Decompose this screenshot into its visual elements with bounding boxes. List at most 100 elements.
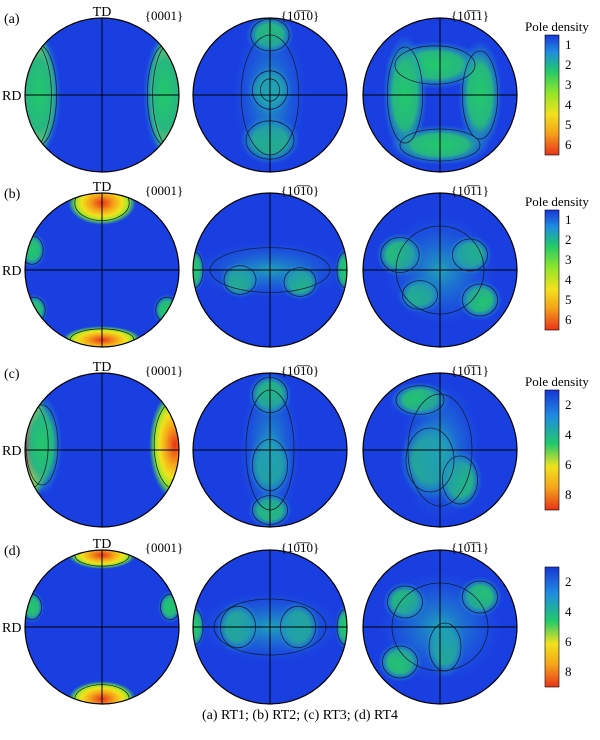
plane-label: {0001} [145, 8, 183, 23]
rd-axis-label: RD [2, 89, 21, 104]
legend-tick-label: 3 [565, 77, 572, 92]
pole-figure [362, 192, 518, 348]
pole-figure-outline [24, 549, 180, 705]
legend-tick-label: 6 [565, 312, 572, 327]
pole-figure [192, 17, 348, 173]
plane-label: {10̅1̅0} [281, 183, 319, 198]
legend-tick-label: 6 [565, 137, 572, 152]
legend-tick-label: 4 [565, 427, 572, 442]
legend: Pole density 2 4 6 8 [525, 374, 589, 511]
contour-line [386, 585, 423, 619]
pole-figure-row: (d) TD RD {0001} {10̅1̅0} {10̅1̅1} 2 4 6 8 [2, 537, 572, 705]
legend-tick-label: 5 [565, 292, 572, 307]
plane-label: {10̅1̅1} [451, 8, 489, 23]
legend-colorbar [544, 389, 560, 511]
legend-tick-label: 4 [565, 604, 572, 619]
legend: Pole density 1 2 3 4 5 6 [525, 19, 589, 156]
pole-figure [362, 17, 518, 173]
legend-tick-label: 2 [565, 57, 572, 72]
td-axis-label: TD [93, 360, 112, 375]
legend-tick-label: 6 [565, 457, 572, 472]
plane-label: {10̅1̅1} [451, 363, 489, 378]
pole-figure-row: (c) TD RD {0001} {10̅1̅0} {10̅1̅1} Pole densit… [2, 360, 589, 528]
density-region [25, 395, 62, 495]
contour-line [380, 236, 420, 273]
pole-figure [24, 17, 180, 173]
pole-figure [192, 372, 348, 528]
panel-label: (c) [4, 367, 20, 382]
pole-figure-outline [192, 192, 348, 348]
density-region [25, 232, 46, 268]
legend-tick-label: 4 [565, 97, 572, 112]
rd-axis-label: RD [2, 621, 21, 636]
pole-figure-outline [24, 372, 180, 528]
legend-title: Pole density [525, 374, 589, 389]
legend-tick-label: 6 [565, 634, 572, 649]
legend-tick-label: 8 [565, 664, 572, 679]
pole-figure-outline [24, 192, 180, 348]
contour-line [461, 283, 498, 317]
pole-figure [192, 192, 348, 348]
panel-label: (d) [4, 544, 21, 559]
legend-tick-label: 1 [565, 212, 572, 227]
pole-figure [362, 549, 518, 705]
pole-figure-outline [362, 192, 518, 348]
legend-tick-label: 4 [565, 272, 572, 287]
pole-figure-outline [362, 549, 518, 705]
contour-line [381, 645, 418, 679]
td-axis-label: TD [93, 5, 112, 20]
td-axis-label: TD [93, 537, 112, 552]
density-region [153, 294, 179, 326]
legend-tick-label: 8 [565, 487, 572, 502]
td-axis-label: TD [93, 180, 112, 195]
contour-line [159, 593, 179, 621]
pole-figure-outline [192, 17, 348, 173]
density-region [149, 390, 179, 500]
plane-label: {10̅1̅1} [451, 540, 489, 555]
legend-colorbar [544, 209, 560, 331]
plane-label: {10̅1̅1} [451, 183, 489, 198]
legend-title: Pole density [525, 19, 589, 34]
legend-tick-label: 5 [565, 117, 572, 132]
panel-label: (a) [4, 12, 20, 27]
contour-line [25, 404, 59, 486]
legend-colorbar [544, 34, 560, 156]
contour-line [395, 385, 445, 415]
pole-figure [24, 372, 180, 528]
pole-figure [362, 372, 518, 528]
plane-label: {0001} [145, 183, 183, 198]
pole-figure-outline [192, 372, 348, 528]
pole-figure-row: (b) TD RD {0001} {10̅1̅0} {10̅1̅1} Pole densit… [2, 180, 589, 348]
contour-line [451, 238, 488, 272]
legend-tick-label: 2 [565, 232, 572, 247]
pole-figure-row: (a) TD RD {0001} {10̅1̅0} {10̅1̅1} Pole densit… [2, 5, 589, 173]
legend-tick-label: 3 [565, 252, 572, 267]
plane-label: {10̅1̅0} [281, 8, 319, 23]
legend: Pole density 1 2 3 4 5 6 [525, 194, 589, 331]
contour-line [405, 427, 455, 493]
contour-line [283, 267, 317, 297]
plane-label: {0001} [145, 540, 183, 555]
legend-tick-label: 2 [565, 574, 572, 589]
contour-line [441, 455, 478, 505]
contour-line [461, 580, 498, 614]
contour-line [223, 265, 257, 295]
rd-axis-label: RD [2, 444, 21, 459]
pole-figure [192, 549, 348, 705]
legend-title: Pole density [525, 194, 589, 209]
figure-caption: (a) RT1; (b) RT2; (c) RT3; (d) RT4 [201, 708, 399, 723]
contour-line [394, 45, 476, 85]
pole-figure-outline [362, 372, 518, 528]
rd-axis-label: RD [2, 264, 21, 279]
legend-tick-label: 1 [565, 37, 572, 52]
plane-label: {0001} [145, 363, 183, 378]
pole-figure-outline [362, 17, 518, 173]
legend: 2 4 6 8 [544, 566, 572, 688]
panel-label: (b) [4, 187, 21, 202]
pole-figure [24, 192, 180, 348]
legend-colorbar [544, 566, 560, 688]
plane-label: {10̅1̅0} [281, 540, 319, 555]
pole-figure-outline [192, 549, 348, 705]
pole-figure-outline [24, 17, 180, 173]
